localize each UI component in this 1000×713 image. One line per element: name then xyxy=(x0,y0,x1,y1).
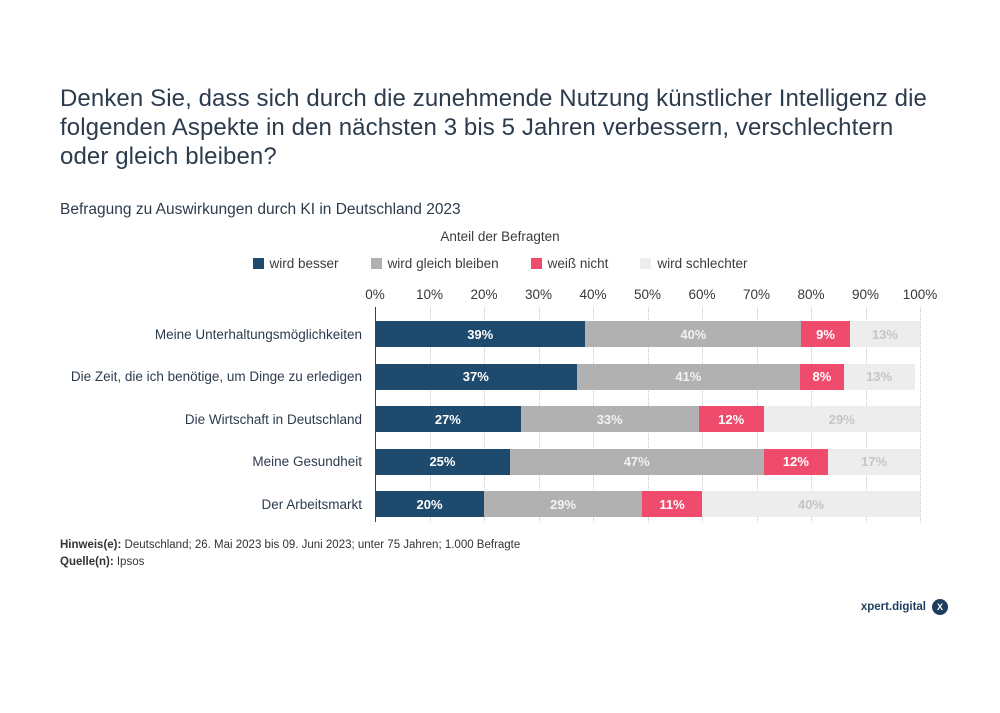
legend-item: wird gleich bleiben xyxy=(370,256,499,271)
bar-segment: 40% xyxy=(585,321,802,347)
bar-value-label: 13% xyxy=(871,326,898,342)
bar-track: 39% 40% 9% 13% xyxy=(375,321,920,347)
bar-row: Die Wirtschaft in Deutschland 27% 33% 12% 29… xyxy=(60,406,920,432)
bar-value-label: 20% xyxy=(416,496,443,512)
category-label: Meine Unterhaltungsmöglichkeiten xyxy=(154,326,362,342)
x-tick-label: 10% xyxy=(415,287,444,302)
x-tick-label: 60% xyxy=(688,287,716,302)
bar-segment: 8% xyxy=(800,363,844,390)
bar-segment: 37% xyxy=(375,363,577,390)
bar-value-label: 37% xyxy=(462,369,489,384)
bar-value-label: 33% xyxy=(596,411,623,427)
footnote-hinweis-label: Hinweis(e): xyxy=(60,539,122,551)
bar-value-label: 12% xyxy=(782,454,809,469)
bar-row: Meine Gesundheit 25% 47% 12% 17% xyxy=(60,448,921,475)
legend-item: wird besser xyxy=(252,256,339,271)
legend-swatch-icon xyxy=(530,258,542,269)
x-badge-icon: X xyxy=(932,599,948,615)
bar-segment: 39% xyxy=(375,321,586,347)
bar-segment: 25% xyxy=(375,448,510,475)
legend-label: wird schlechter xyxy=(657,256,748,271)
category-label: Die Zeit, die ich benötige, um Dinge zu … xyxy=(70,369,362,384)
legend-swatch-icon xyxy=(252,258,264,269)
bar-track: 20% 29% 11% 40% xyxy=(375,491,920,517)
bar-value-label: 8% xyxy=(812,369,832,384)
stacked-bar-chart: 0% 10% 20% 30% 40% 50% 60% 70% 80% 90% 100% Meine … xyxy=(60,284,937,522)
bar-track: 27% 33% 12% 29% xyxy=(375,406,920,432)
bar-value-label: 13% xyxy=(866,369,893,384)
bar-row: Die Zeit, die ich benötige, um Dinge zu … xyxy=(60,363,920,390)
bar-value-label: 25% xyxy=(429,454,456,469)
x-tick-label: 20% xyxy=(470,287,498,302)
bar-segment: 12% xyxy=(698,406,764,432)
bar-segment: 41% xyxy=(576,363,801,390)
plot-area: Meine Unterhaltungsmöglichkeiten 39% 40% 9%… xyxy=(60,307,921,522)
category-label: Die Wirtschaft in Deutschland xyxy=(184,411,362,427)
legend-label: weiß nicht xyxy=(547,256,609,271)
bar-segment: 33% xyxy=(520,406,699,432)
footnote-hinweis-text: Deutschland; 26. Mai 2023 bis 09. Juni 2… xyxy=(121,539,521,551)
xpert-digital-logo: xpert.digital X xyxy=(861,599,948,615)
bar-value-label: 39% xyxy=(467,326,494,342)
legend-swatch-icon xyxy=(370,258,382,269)
bar-value-label: 29% xyxy=(828,411,855,427)
footnote-quelle: Quelle(n): Ipsos xyxy=(60,554,520,571)
logo-text: xpert.digital xyxy=(860,601,926,613)
bar-value-label: 12% xyxy=(718,411,745,427)
footnote-quelle-text: Ipsos xyxy=(113,555,145,568)
bar-value-label: 40% xyxy=(797,496,824,512)
footnotes: Hinweis(e): Deutschland; 26. Mai 2023 bi… xyxy=(60,537,520,570)
x-tick-label: 70% xyxy=(742,287,771,302)
legend-label: wird besser xyxy=(269,256,339,271)
bar-segment: 47% xyxy=(509,448,764,475)
bar-segment: 29% xyxy=(484,491,643,517)
bar-segment: 27% xyxy=(375,406,521,432)
x-tick-label: 100% xyxy=(902,287,938,302)
bar-segment: 40% xyxy=(701,491,920,517)
legend-item: weiß nicht xyxy=(530,256,609,271)
x-axis-title: Anteil der Befragten xyxy=(440,229,560,244)
bar-value-label: 9% xyxy=(816,326,835,342)
legend: wird besser wird gleich bleiben weiß nicht… xyxy=(0,256,1000,271)
x-tick-label: 0% xyxy=(365,287,385,302)
x-tick-label: 80% xyxy=(797,287,825,302)
bar-value-label: 47% xyxy=(623,454,650,469)
x-tick-label: 50% xyxy=(633,287,662,302)
bar-row: Der Arbeitsmarkt 20% 29% 11% 40% xyxy=(60,491,920,517)
bar-value-label: 40% xyxy=(680,326,707,342)
legend-label: wird gleich bleiben xyxy=(387,256,499,271)
chart-subtitle: Befragung zu Auswirkungen durch KI in De… xyxy=(60,201,461,218)
chart-rows: Meine Unterhaltungsmöglichkeiten 39% 40% 9%… xyxy=(60,307,921,517)
bar-segment: 29% xyxy=(763,406,920,432)
footnote-quelle-label: Quelle(n): xyxy=(60,555,114,568)
bar-segment: 17% xyxy=(828,448,921,475)
bar-segment: 9% xyxy=(801,321,850,347)
legend-swatch-icon xyxy=(640,258,652,269)
bar-row: Meine Unterhaltungsmöglichkeiten 39% 40% 9%… xyxy=(60,321,920,347)
bar-segment: 11% xyxy=(642,491,702,517)
page-title: Denken Sie, dass sich durch die zunehmen… xyxy=(60,85,927,170)
bar-value-label: 11% xyxy=(659,496,685,512)
bar-value-label: 29% xyxy=(550,496,577,512)
gridline xyxy=(920,307,921,522)
bar-segment: 13% xyxy=(843,363,915,390)
bar-value-label: 41% xyxy=(675,369,702,384)
category-label: Der Arbeitsmarkt xyxy=(261,496,362,512)
legend-item: wird schlechter xyxy=(640,256,747,271)
footnote-hinweis: Hinweis(e): Deutschland; 26. Mai 2023 bi… xyxy=(60,537,520,554)
x-tick-label: 40% xyxy=(579,287,607,302)
bar-segment: 20% xyxy=(375,491,484,517)
bar-value-label: 17% xyxy=(861,454,888,469)
x-tick-label: 30% xyxy=(524,287,553,302)
x-axis-ticks: 0% 10% 20% 30% 40% 50% 60% 70% 80% 90% 100% xyxy=(365,284,937,307)
category-label: Meine Gesundheit xyxy=(252,454,362,469)
bar-track: 37% 41% 8% 13% xyxy=(375,363,920,390)
bar-track: 25% 47% 12% 17% xyxy=(375,448,921,475)
bar-segment: 12% xyxy=(763,448,829,475)
bar-segment: 13% xyxy=(849,321,920,347)
x-tick-label: 90% xyxy=(851,287,880,302)
bar-value-label: 27% xyxy=(434,411,461,427)
